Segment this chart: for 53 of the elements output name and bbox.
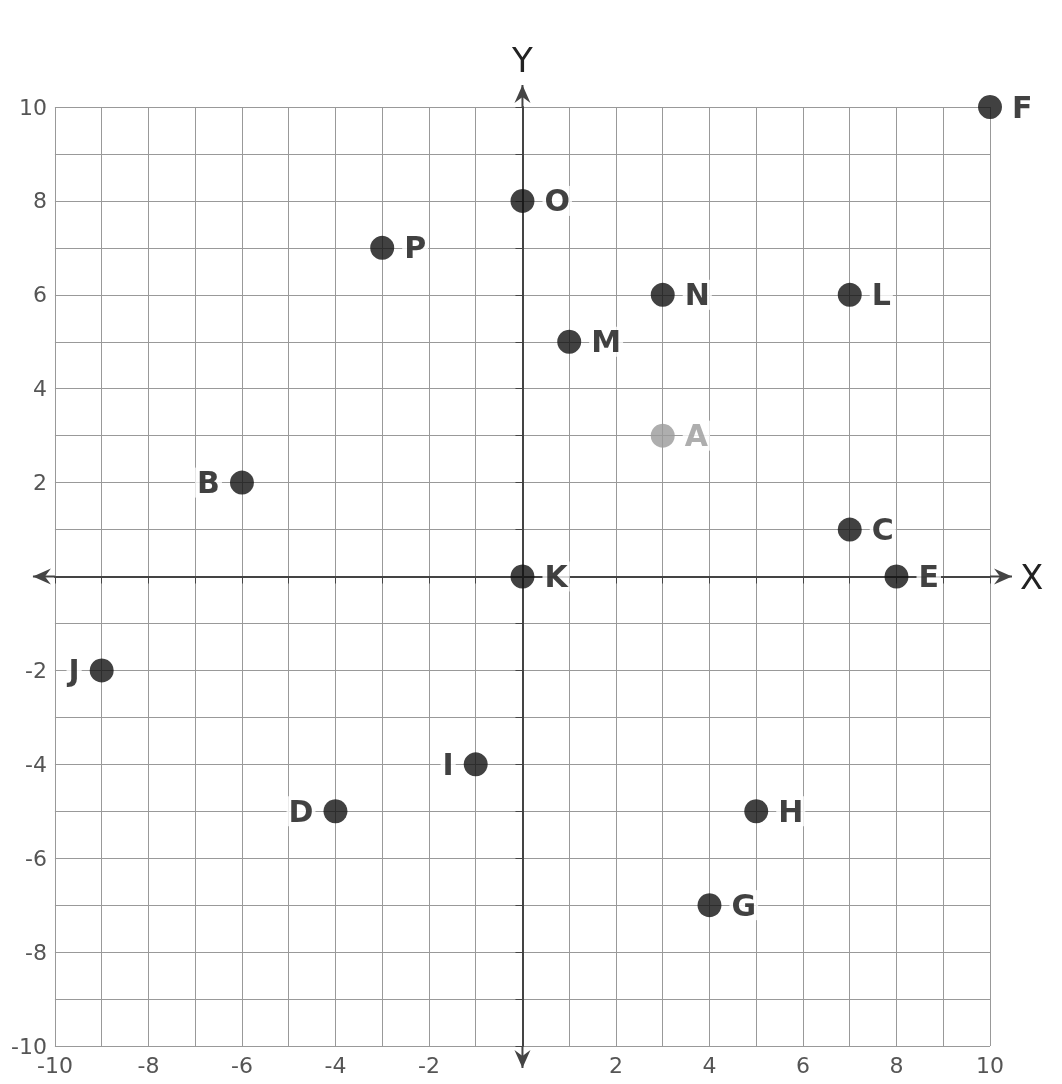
y-tick-label: 10 [18,94,47,120]
y-tick-label: -10 [11,1033,47,1059]
point [463,752,488,777]
data-label: C [871,512,894,548]
x-tick-label: 10 [976,1052,1004,1078]
data-label: D [288,793,314,829]
point [370,235,395,260]
point [978,95,1002,119]
y-tick-label: -4 [25,751,47,777]
data-label: O [544,183,570,219]
point [650,423,675,448]
point [510,564,535,589]
data-label: E [918,559,939,594]
data-label: G [731,887,757,923]
y-axis-title: Y [511,40,534,80]
x-tick-label: -6 [230,1052,253,1078]
x-tick-label: 4 [702,1052,717,1078]
point [744,799,769,824]
y-tick-label: -6 [25,845,47,871]
point [89,658,114,683]
x-tick-label: 6 [795,1052,810,1078]
point [229,470,254,495]
data-label: J [66,652,80,688]
data-label: P [404,230,427,266]
y-tick-label: 6 [32,282,47,308]
point [697,893,722,918]
data-label: F [1012,89,1033,125]
data-label: L [871,277,891,313]
y-tick-label: -2 [25,657,47,683]
data-label: H [778,793,804,829]
y-tick-label: 2 [32,470,47,496]
data-label: I [442,746,454,782]
point [650,282,675,307]
y-tick-label: 8 [32,188,47,214]
y-tick-label: -8 [25,939,47,965]
x-axis-title: X [1020,556,1044,597]
point [557,329,582,354]
x-tick-label: 8 [889,1052,904,1078]
y-tick-label: 4 [32,376,47,402]
x-tick-label: -2 [417,1052,440,1078]
data-label: N [684,277,710,313]
data-label: A [684,418,709,454]
point [323,799,348,824]
point [837,282,862,307]
point [510,188,535,213]
point [837,517,862,542]
x-tick-label: -8 [137,1052,160,1078]
x-tick-label: 2 [608,1052,623,1078]
data-label: B [197,465,220,501]
x-tick-label: -4 [324,1052,347,1078]
data-label: K [544,559,570,594]
point [884,564,909,589]
data-label: M [591,324,622,360]
